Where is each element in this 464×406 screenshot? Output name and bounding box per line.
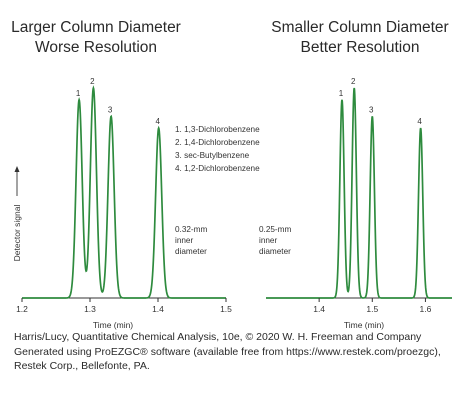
compound-legend: 1. 1,3-Dichlorobenzene 2. 1,4-Dichlorobe… [175,125,260,173]
left-annotation-line-1: 0.32-mm [175,225,207,234]
left-annotation-line-2: inner [175,236,193,245]
legend-item-4: 4. 1,2-Dichlorobenzene [175,164,260,173]
caption-line-3: Restek Corp., Bellefonte, PA. [14,360,150,372]
peak-label: 3 [369,105,374,114]
left-chromatogram: 1.2 1.3 1.4 1.5 12 3 4 Time (min) 1. 1,3-Dich… [16,77,260,330]
caption-line-2: Generated using ProEZGC® software (avail… [14,345,441,358]
peak-label: 2 [90,77,95,86]
caption-line-1: Harris/Lucy, Quantitative Chemical Analy… [14,331,422,343]
peak-label: 1 [339,89,344,98]
right-diameter-annotation: 0.25-mm inner diameter [259,225,291,256]
y-axis-label-group: Detector signal [12,166,22,261]
peak-label: 2 [351,77,356,86]
left-diameter-annotation: 0.32-mm inner diameter [175,225,207,256]
x-tick-label: 1.3 [84,304,96,314]
right-chromatogram-trace [266,87,452,299]
peak-label: 4 [155,117,160,126]
right-chart-subtitle: Better Resolution [301,39,420,56]
legend-item-1: 1. 1,3-Dichlorobenzene [175,125,260,134]
left-chart-title: Larger Column Diameter [11,19,181,36]
right-annotation-line-2: inner [259,236,277,245]
peak-label: 4 [417,117,422,126]
left-chromatogram-trace [22,85,226,299]
right-chart-title: Smaller Column Diameter [271,19,448,36]
figure-caption: Harris/Lucy, Quantitative Chemical Analy… [14,330,460,374]
left-chart-subtitle: Worse Resolution [35,39,157,56]
right-x-axis-label: Time (min) [344,320,384,330]
right-annotation-line-3: diameter [259,247,291,256]
x-tick-label: 1.5 [366,304,378,314]
peak-label: 3 [108,105,113,114]
legend-item-3: 3. sec-Butylbenzene [175,151,250,160]
legend-item-2: 2. 1,4-Dichlorobenzene [175,138,260,147]
left-x-axis-label: Time (min) [93,320,133,330]
x-tick-label: 1.4 [152,304,164,314]
left-annotation-line-3: diameter [175,247,207,256]
right-annotation-line-1: 0.25-mm [259,225,291,234]
x-tick-label: 1.6 [420,304,432,314]
x-tick-label: 1.5 [220,304,232,314]
x-tick-label: 1.4 [313,304,325,314]
peak-label: 1 [76,89,81,98]
y-axis-arrow-head [14,166,20,172]
right-chromatogram: 1.4 1.5 1.6 12 3 4 Time (min) 0.25-mm inner … [259,77,452,330]
x-tick-label: 1.2 [16,304,28,314]
y-axis-label: Detector signal [12,205,22,262]
